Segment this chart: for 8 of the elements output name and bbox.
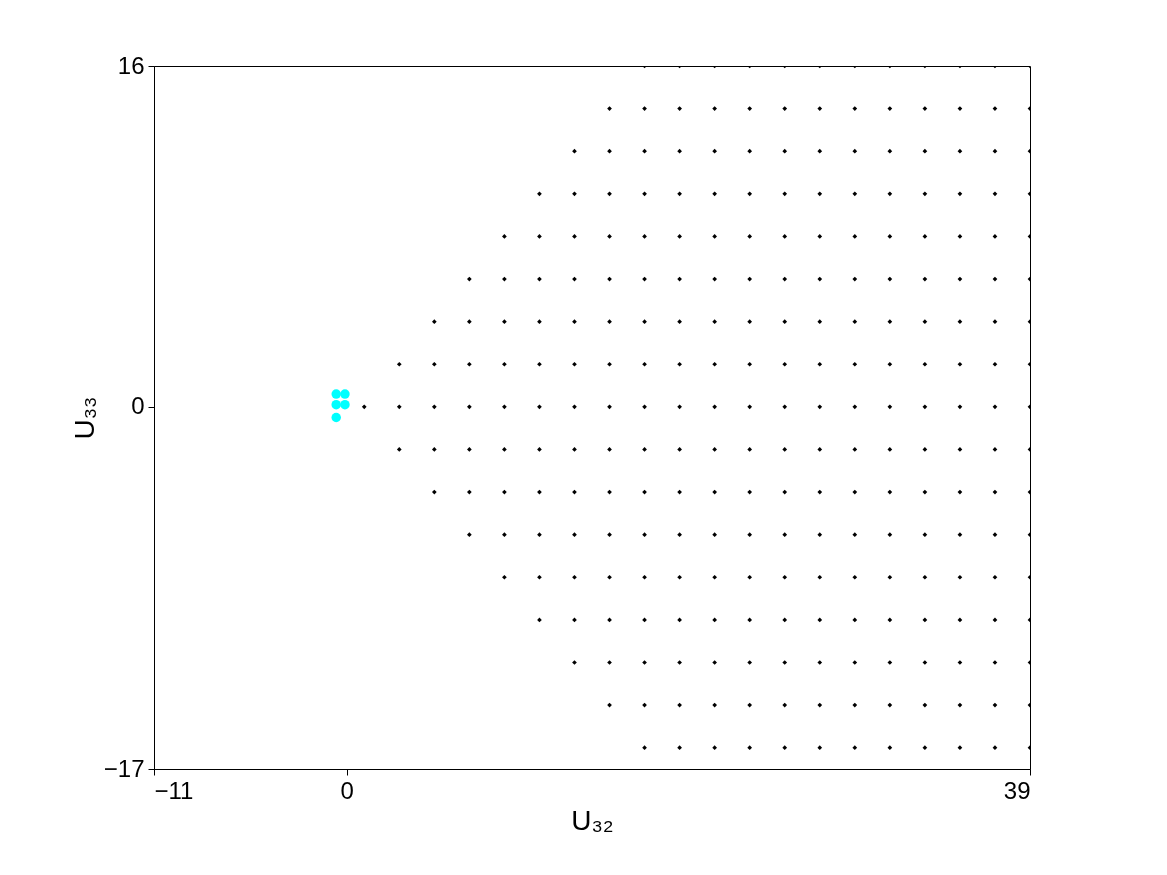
x-tick-label: −11: [154, 776, 194, 804]
y-axis-title: U₃₃: [68, 396, 100, 440]
y-tick-label: −17: [103, 754, 145, 782]
x-axis-title: U₃₂: [571, 804, 614, 836]
y-tick-label: 16: [117, 51, 145, 79]
y-tick-label: 0: [131, 392, 145, 420]
x-tick-label: 0: [340, 776, 354, 804]
x-tick-label: 39: [1003, 776, 1031, 804]
